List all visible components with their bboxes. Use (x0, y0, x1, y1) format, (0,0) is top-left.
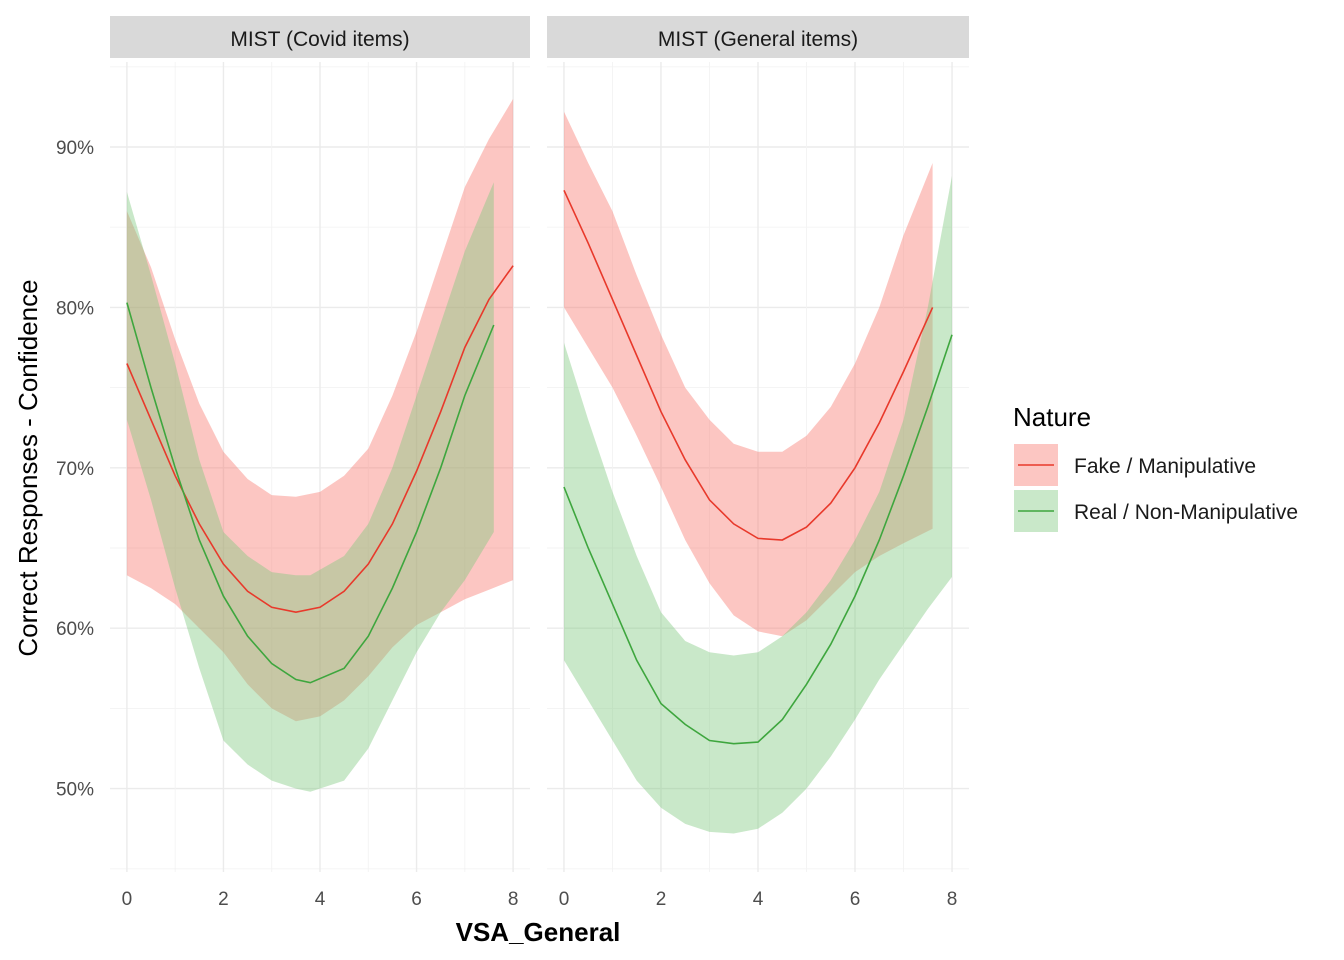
x-tick-label: 6 (850, 889, 861, 910)
x-tick-label: 2 (656, 889, 667, 910)
legend: Nature Fake / Manipulative Real / Non-Man… (1013, 402, 1298, 532)
x-axis-title: VSA_General (456, 917, 621, 947)
panel-strip (110, 16, 530, 58)
y-tick-label: 90% (56, 138, 94, 159)
y-axis-title: Correct Responses - Confidence (13, 279, 43, 656)
panel-strip (547, 16, 969, 58)
confidence-band-real (564, 175, 952, 834)
panel-2: MIST (General items) 0 2 4 6 8 (547, 16, 969, 910)
panel-1: MIST (Covid items) 0 2 4 6 8 50% 60% 70% 80% 90% (56, 16, 530, 910)
x-tick-label: 2 (218, 889, 229, 910)
confidence-band-fake (564, 111, 933, 637)
y-tick-label: 50% (56, 780, 94, 801)
series-line-fake (126, 265, 514, 614)
panel-title: MIST (Covid items) (230, 28, 409, 51)
panel-title: MIST (General items) (658, 28, 858, 51)
x-tick-label: 4 (315, 889, 326, 910)
legend-label: Real / Non-Manipulative (1074, 501, 1298, 524)
legend-label: Fake / Manipulative (1074, 455, 1256, 478)
confidence-band-fake (126, 98, 514, 722)
series-line-real (563, 334, 953, 745)
y-tick-label: 70% (56, 459, 94, 480)
x-tick-label: 4 (753, 889, 764, 910)
y-tick-label: 80% (56, 298, 94, 319)
x-tick-label: 8 (947, 889, 958, 910)
series-line-fake (563, 189, 934, 541)
y-tick-label: 60% (56, 619, 94, 640)
series-line-real (126, 302, 495, 684)
confidence-band-real (126, 182, 494, 792)
gridlines (110, 62, 530, 872)
x-tick-label: 8 (508, 889, 519, 910)
legend-title: Nature (1013, 402, 1091, 432)
x-tick-label: 6 (411, 889, 422, 910)
x-tick-label: 0 (559, 889, 570, 910)
x-tick-label: 0 (122, 889, 133, 910)
